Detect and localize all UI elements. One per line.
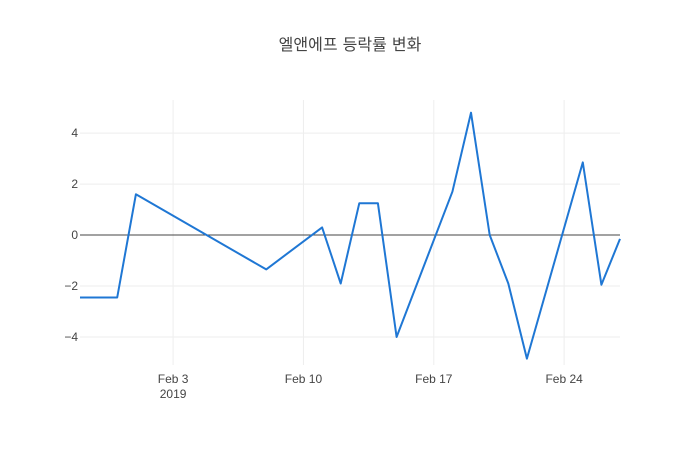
y-tick-label: −2 xyxy=(64,279,78,293)
grid-lines xyxy=(80,100,620,365)
data-point[interactable] xyxy=(78,295,82,299)
data-point[interactable] xyxy=(264,267,268,271)
data-point[interactable] xyxy=(115,295,119,299)
series-layer xyxy=(78,111,622,361)
y-tick-label: −4 xyxy=(64,330,78,344)
data-point[interactable] xyxy=(376,201,380,205)
data-point[interactable] xyxy=(488,233,492,237)
data-point[interactable] xyxy=(339,281,343,285)
data-point[interactable] xyxy=(395,335,399,339)
data-point[interactable] xyxy=(97,295,101,299)
x-tick-label: Feb 3 xyxy=(158,372,189,386)
data-point[interactable] xyxy=(506,281,510,285)
x-tick-label: Feb 24 xyxy=(545,372,583,386)
x-tick-sublabel: 2019 xyxy=(160,387,187,401)
data-point[interactable] xyxy=(469,111,473,115)
data-point[interactable] xyxy=(357,201,361,205)
data-point[interactable] xyxy=(134,192,138,196)
data-point[interactable] xyxy=(599,283,603,287)
data-point[interactable] xyxy=(320,225,324,229)
chart-title: 엘앤에프 등락률 변화 xyxy=(279,35,422,54)
y-tick-label: 0 xyxy=(71,228,78,242)
data-point[interactable] xyxy=(581,160,585,164)
y-tick-label: 2 xyxy=(71,177,78,191)
data-point[interactable] xyxy=(525,357,529,361)
y-tick-label: 4 xyxy=(71,126,78,140)
x-tick-label: Feb 17 xyxy=(415,372,453,386)
data-point[interactable] xyxy=(618,237,622,241)
data-point[interactable] xyxy=(450,190,454,194)
x-tick-label: Feb 10 xyxy=(285,372,323,386)
series-line xyxy=(80,111,621,360)
